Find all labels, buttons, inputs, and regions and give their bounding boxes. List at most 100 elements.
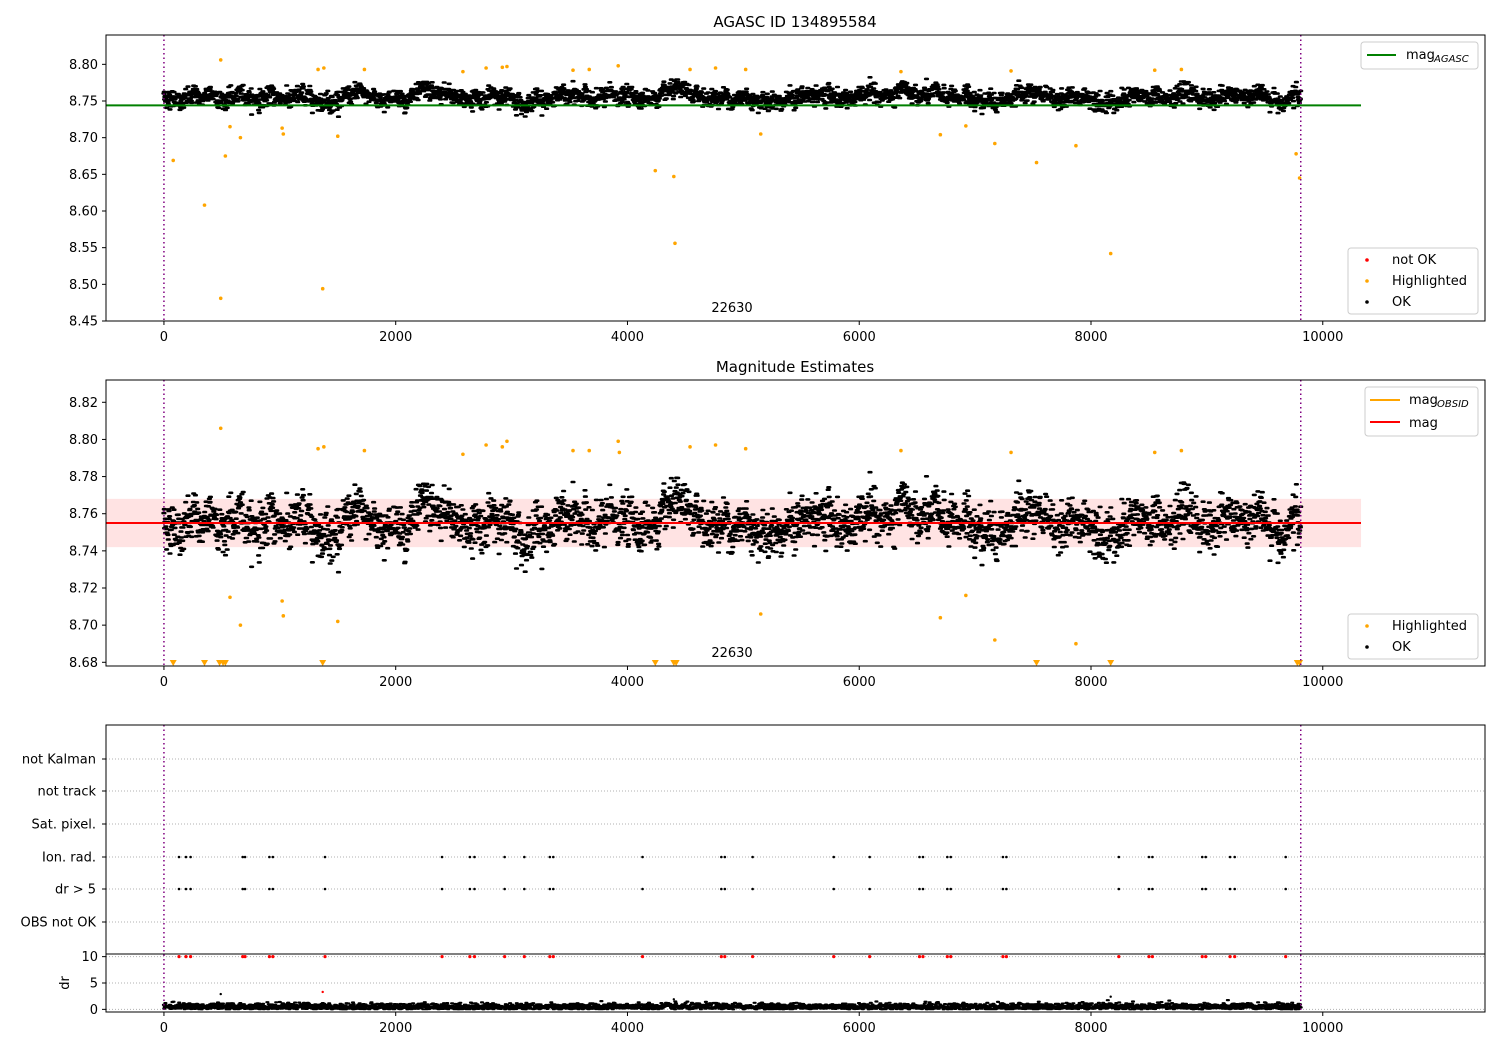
legend-box <box>1360 41 1479 70</box>
highlighted-point <box>1034 160 1039 165</box>
highlighted-offscale-marker <box>319 660 327 666</box>
flag-mark <box>523 855 526 859</box>
flag-mark <box>918 887 921 891</box>
flag-mark <box>1284 855 1287 859</box>
flag-mark <box>243 887 247 891</box>
panel-2-points <box>161 426 1304 666</box>
flag-mark <box>189 855 192 859</box>
flag-mark <box>949 855 953 859</box>
dr-capped-point <box>271 955 275 959</box>
flag-mark <box>868 855 871 859</box>
flag-mark <box>921 887 925 891</box>
flag-mark <box>1151 887 1154 891</box>
legend-label-mag-obsid-subscript: OBSID <box>1437 399 1469 410</box>
highlighted-point <box>688 445 692 449</box>
dr-outlier-point <box>321 990 324 994</box>
flag-mark <box>720 855 723 859</box>
dr-capped-point <box>832 955 836 959</box>
ok-points <box>161 76 1304 118</box>
flag-mark <box>468 887 472 891</box>
flag-mark <box>271 887 275 891</box>
flag-mark <box>177 855 181 859</box>
legend-label-ok: OK <box>1392 640 1411 655</box>
highlighted-point <box>672 174 676 179</box>
dr-capped-point <box>184 955 188 959</box>
flag-row-label: not Kalman <box>22 753 96 768</box>
flag-mark <box>946 887 949 891</box>
highlighted-point <box>280 126 284 130</box>
x-tick-label: 0 <box>160 1021 168 1036</box>
highlighted-point <box>993 638 997 642</box>
legend-marker-not-ok <box>1365 258 1369 262</box>
x-tick-label: 6000 <box>843 1021 876 1036</box>
dr-outlier-point <box>1109 995 1112 998</box>
highlighted-point <box>461 452 465 457</box>
panel-1-legend-lines: mag AGASC <box>1360 41 1479 70</box>
dr-capped-point <box>1233 955 1237 959</box>
panel-2-x-axis: 0 2000 4000 6000 8000 10000 <box>160 666 1343 690</box>
flag-mark <box>723 855 727 859</box>
flag-mark <box>241 855 245 859</box>
panel-2-lines <box>106 380 1362 666</box>
x-tick-label: 10000 <box>1302 1021 1343 1036</box>
dr-capped-point <box>1150 955 1155 959</box>
highlighted-point <box>1179 448 1184 453</box>
highlighted-point <box>713 66 718 70</box>
highlighted-point <box>335 619 340 624</box>
panel-1-lines <box>106 35 1362 321</box>
panel-3-flag-marks <box>177 855 1287 891</box>
panel-agasc: AGASC ID 134895584 0 2000 4000 6000 8000 1000… <box>69 13 1486 345</box>
highlighted-point <box>1179 67 1184 72</box>
flag-mark <box>751 887 754 891</box>
dr-capped-point <box>917 955 922 959</box>
panel-2-legend-lines: mag OBSID mag <box>1364 386 1479 437</box>
highlighted-point <box>218 58 223 62</box>
x-tick-label: 6000 <box>843 675 876 690</box>
highlighted-offscale-marker <box>1107 660 1115 666</box>
flag-mark <box>720 887 723 891</box>
panel-magnitude-estimates: Magnitude Estimates 0 2000 4000 6000 8000 100… <box>69 358 1486 690</box>
highlighted-offscale-marker <box>221 660 229 666</box>
highlighted-point <box>218 296 223 301</box>
flag-row-label: Sat. pixel. <box>32 818 96 833</box>
highlighted-point <box>1108 251 1113 256</box>
panel-flags: not Kalman not track Sat. pixel. Ion. rad. d… <box>21 724 1486 1036</box>
highlighted-point <box>320 286 325 291</box>
flag-mark <box>552 887 555 891</box>
flag-mark <box>189 887 192 891</box>
x-tick-label: 4000 <box>611 330 644 345</box>
flag-mark <box>1228 855 1232 859</box>
highlighted-point <box>993 141 997 146</box>
legend-label-not-ok: not OK <box>1392 253 1437 268</box>
panel-1-title: AGASC ID 134895584 <box>713 13 876 31</box>
dr-capped-point <box>503 955 507 959</box>
dr-capped-point <box>1284 955 1288 959</box>
highlighted-point <box>964 593 968 598</box>
dr-capped-point <box>1204 955 1208 959</box>
dr-capped-point <box>640 955 645 959</box>
dr-capped-point <box>1001 955 1005 959</box>
flag-mark <box>1151 855 1154 859</box>
flag-mark <box>1005 855 1008 859</box>
legend-box <box>1347 613 1479 660</box>
dr-capped-point <box>243 955 247 959</box>
legend-label-mag-agasc-subscript: AGASC <box>1433 54 1469 65</box>
highlighted-point <box>1074 143 1078 148</box>
highlighted-point <box>899 69 903 74</box>
highlighted-point <box>322 66 326 70</box>
highlighted-offscale-marker <box>1033 660 1041 666</box>
panel-1-x-axis: 0 2000 4000 6000 8000 10000 <box>160 321 1343 345</box>
dr-y-tick-label: 0 <box>90 1003 98 1018</box>
legend-label-ok: OK <box>1392 295 1411 310</box>
dr-capped-point <box>188 955 193 959</box>
y-tick-label: 8.76 <box>69 507 98 522</box>
dr-capped-point <box>921 955 925 959</box>
dr-capped-point <box>719 955 723 959</box>
dr-capped-point <box>468 955 472 959</box>
highlighted-offscale-marker <box>201 660 208 666</box>
highlighted-point <box>228 124 232 129</box>
flag-mark <box>1001 855 1005 859</box>
ok-points <box>161 470 1304 574</box>
legend-label-mag-agasc: mag <box>1406 48 1435 63</box>
panel-3-x-axis: 0 2000 4000 6000 8000 10000 <box>160 1012 1343 1036</box>
